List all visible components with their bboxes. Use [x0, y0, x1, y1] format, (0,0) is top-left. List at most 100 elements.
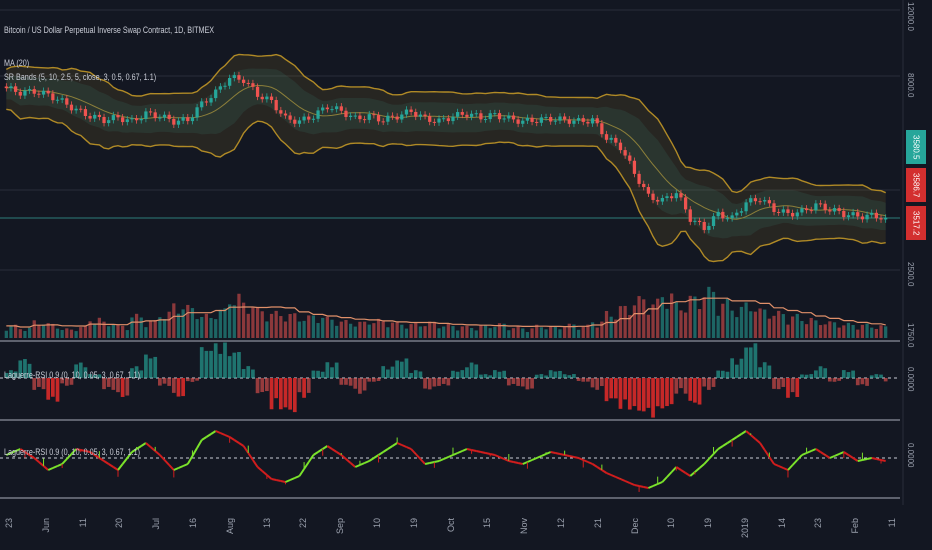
rsi-line-segment	[857, 459, 863, 462]
volume-bar	[758, 308, 762, 338]
rsi-line-segment	[620, 478, 626, 482]
candle-body	[572, 120, 576, 124]
rsi-zero-label: 0.0000	[906, 367, 915, 392]
volume-bar	[316, 323, 320, 338]
rsi-line-segment	[657, 481, 663, 485]
candle-body	[158, 117, 162, 119]
rsi-histogram-bar	[869, 375, 874, 378]
candle-body	[88, 116, 92, 119]
rsi-line-segment	[294, 475, 300, 479]
candle-body	[418, 114, 423, 117]
volume-bar	[186, 304, 190, 338]
rsi-histogram-bar	[707, 378, 711, 390]
rsi-histogram-bar	[586, 378, 590, 382]
volume-bar	[609, 316, 613, 338]
rsi-line-segment	[489, 453, 496, 456]
rsi-histogram-bar	[278, 378, 283, 410]
rsi-histogram-bar	[590, 378, 595, 388]
candle-body	[321, 107, 325, 111]
volume-bar	[679, 310, 683, 338]
rsi-histogram-bar	[548, 370, 553, 378]
candle-body	[553, 120, 557, 122]
volume-bar	[576, 329, 581, 338]
candle-body	[614, 137, 618, 143]
volume-bar	[614, 319, 618, 338]
rsi-line-segment	[364, 460, 370, 464]
volume-bar	[307, 315, 311, 338]
volume-bar	[628, 315, 632, 338]
rsi-histogram-bar	[306, 378, 311, 393]
candle-body	[176, 120, 181, 125]
rsi-histogram-bar	[632, 378, 637, 407]
rsi-line-segment	[368, 457, 375, 462]
candle-body	[200, 101, 204, 108]
rsi-line-segment	[247, 452, 254, 461]
candle-body	[483, 119, 488, 121]
lower-band-line	[6, 108, 886, 263]
rsi-histogram-bar	[283, 378, 288, 408]
rsi-line-segment	[5, 452, 12, 456]
candle-body	[148, 111, 153, 113]
volume-bar	[125, 330, 129, 338]
volume-bar	[130, 317, 134, 338]
volume-bar	[879, 325, 883, 338]
x-tick-label: Jun	[40, 518, 51, 533]
rsi-line-segment	[522, 461, 528, 465]
rsi-histogram-bar	[423, 378, 427, 389]
rsi-line-segment	[145, 442, 152, 448]
candle-body	[651, 193, 655, 200]
volume-bar	[456, 330, 460, 338]
volume-bar	[23, 330, 27, 338]
volume-bar	[134, 313, 139, 338]
x-tick-label: 12	[555, 518, 566, 529]
rsi-line-segment	[19, 448, 26, 453]
rsi-histogram-bar	[651, 378, 655, 418]
candle-body	[195, 107, 199, 118]
volume-bar	[497, 323, 502, 338]
rsi-histogram-bar	[865, 378, 869, 386]
rsi-histogram-bar	[260, 378, 265, 393]
rsi-line-segment	[406, 446, 412, 450]
candle-body	[842, 210, 846, 218]
candle-body	[488, 113, 492, 120]
x-tick-label: 19	[408, 518, 419, 529]
volume-bar	[65, 328, 69, 338]
rsi-histogram-bar	[525, 378, 530, 390]
volume-bar	[265, 321, 269, 338]
volume-bar	[716, 315, 720, 338]
rsi-line-segment	[112, 466, 119, 471]
volume-bar	[102, 321, 106, 338]
rsi-line-segment	[536, 455, 542, 459]
candle-body	[274, 100, 278, 111]
rsi-histogram-bar	[688, 378, 693, 401]
volume-bar	[870, 327, 874, 338]
volume-bar	[539, 327, 544, 338]
volume-bar	[688, 295, 692, 338]
rsi-line-segment	[810, 448, 817, 452]
candle-body	[600, 123, 604, 135]
y-tick-label: 1750.0	[906, 323, 915, 348]
rsi-histogram-bar	[734, 364, 739, 378]
volume-bar	[148, 321, 153, 338]
volume-bar	[74, 331, 78, 338]
rsi-histogram-bar	[851, 370, 855, 378]
rsi-line-segment	[862, 458, 868, 461]
candle-body	[330, 109, 334, 111]
candle-body	[521, 120, 525, 124]
volume-bar	[637, 296, 641, 338]
ma-line	[6, 84, 886, 220]
rsi-histogram-bar	[241, 369, 246, 378]
rsi-histogram-bar	[50, 378, 55, 397]
volume-bar	[223, 308, 227, 338]
rsi-histogram-bar	[874, 374, 879, 378]
volume-bar	[595, 327, 599, 338]
candle-body	[497, 113, 502, 120]
rsi-histogram-bar	[655, 378, 660, 407]
rsi-line-segment	[694, 467, 701, 473]
volume-bar	[693, 296, 697, 338]
rsi-histogram-bar	[679, 378, 683, 389]
candle-body	[660, 198, 664, 202]
volume-bar	[241, 302, 246, 338]
rsi-histogram-bar	[302, 378, 306, 398]
